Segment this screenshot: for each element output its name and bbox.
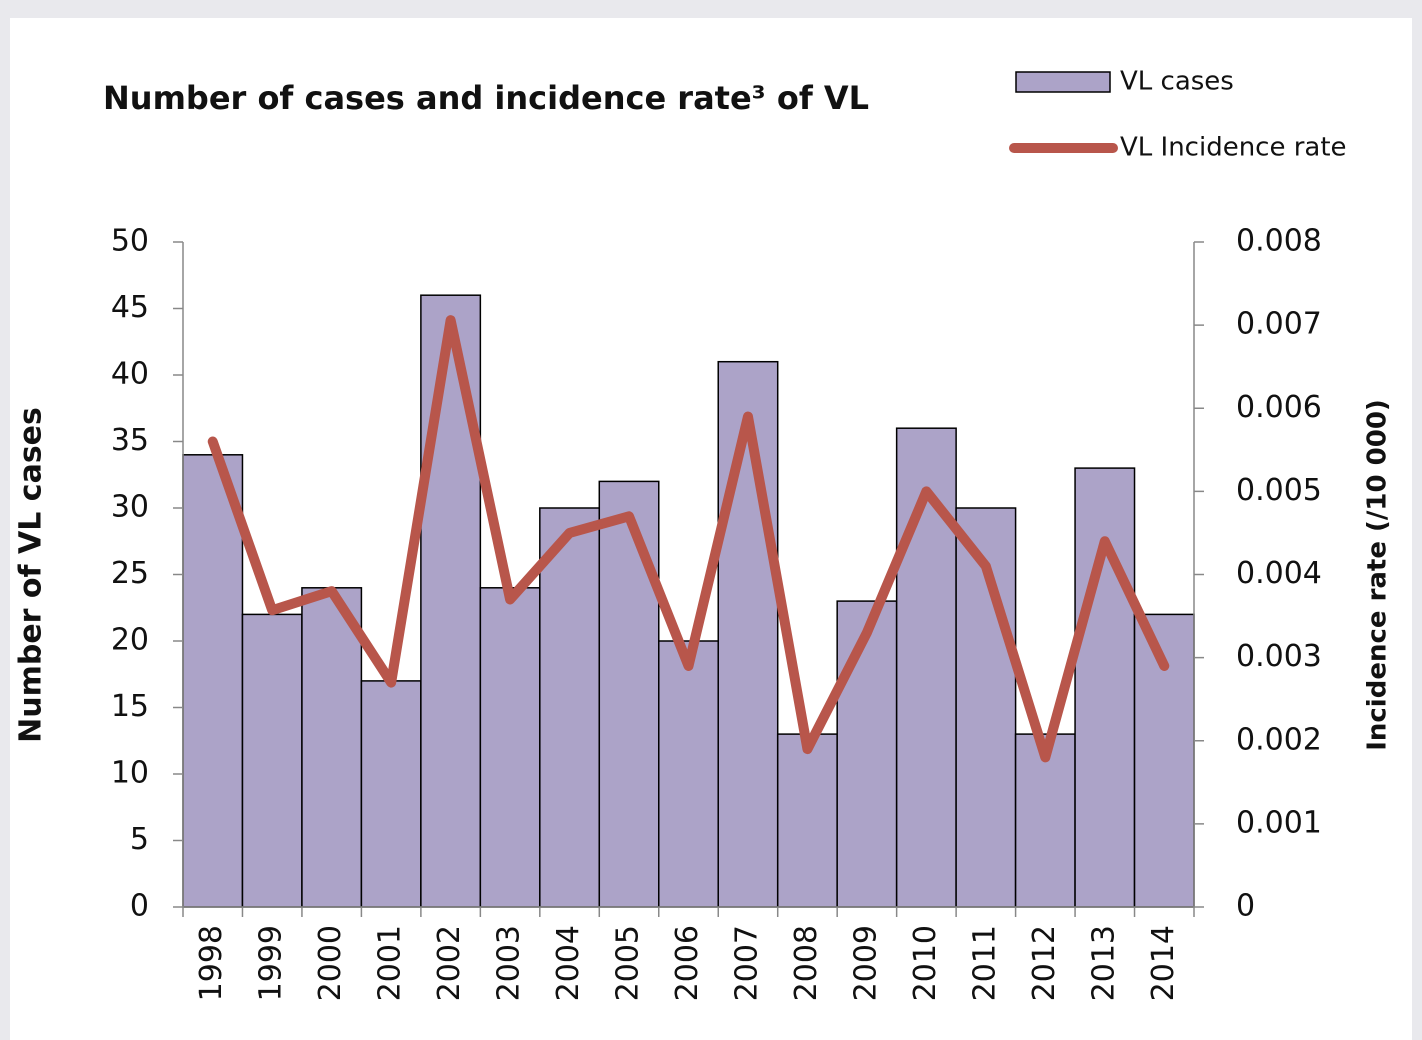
y-tick-label: 40 bbox=[111, 357, 149, 392]
x-tick-label: 2009 bbox=[848, 925, 883, 1001]
bar bbox=[895, 427, 957, 908]
y2-tick-label: 0.004 bbox=[1236, 556, 1322, 591]
y2-tick-label: 0.002 bbox=[1236, 722, 1322, 757]
y2-tick-label: 0.006 bbox=[1236, 390, 1322, 425]
x-tick-label: 2000 bbox=[313, 925, 348, 1001]
bar bbox=[182, 454, 244, 908]
x-tick-label: 2013 bbox=[1086, 925, 1121, 1001]
bar bbox=[479, 587, 541, 908]
x-tick-label: 2005 bbox=[611, 925, 646, 1001]
bar bbox=[776, 733, 838, 908]
bar bbox=[717, 360, 779, 908]
legend-label: VL Incidence rate bbox=[1120, 133, 1347, 163]
x-tick-label: 2012 bbox=[1027, 925, 1062, 1001]
x-tick-label: 2003 bbox=[492, 925, 527, 1001]
y-tick-label: 15 bbox=[111, 689, 149, 724]
y2-tick-label: 0.005 bbox=[1236, 473, 1322, 508]
bar bbox=[301, 587, 363, 908]
bar bbox=[836, 600, 898, 908]
x-tick-label: 1998 bbox=[194, 925, 229, 1001]
y-tick-label: 25 bbox=[111, 556, 149, 591]
bar bbox=[420, 294, 482, 908]
y2-tick-label: 0.003 bbox=[1236, 639, 1322, 674]
y-tick-label: 10 bbox=[111, 756, 149, 791]
x-tick-label: 2007 bbox=[729, 925, 764, 1001]
y-axis-label: Number of VL cases bbox=[14, 407, 49, 743]
y2-tick-label: 0.007 bbox=[1236, 307, 1322, 342]
legend-swatch bbox=[1015, 71, 1111, 93]
bar bbox=[658, 640, 719, 908]
y-tick-label: 35 bbox=[111, 423, 149, 458]
line bbox=[207, 315, 1170, 763]
y2-tick-label: 0 bbox=[1236, 889, 1255, 924]
y-tick-label: 5 bbox=[130, 822, 149, 857]
y2-axis-label: Incidence rate (/10 000) bbox=[1363, 399, 1393, 751]
y2-tick-label: 0.008 bbox=[1236, 224, 1322, 259]
y-tick-label: 0 bbox=[130, 889, 149, 924]
y-tick-label: 30 bbox=[111, 490, 149, 525]
x-tick-label: 2014 bbox=[1146, 925, 1181, 1001]
legend-label: VL cases bbox=[1120, 67, 1234, 97]
x-tick-label: 2010 bbox=[908, 925, 943, 1001]
x-tick-label: 2008 bbox=[789, 925, 824, 1001]
y2-tick-label: 0.001 bbox=[1236, 805, 1322, 840]
x-tick-label: 2004 bbox=[551, 925, 586, 1001]
bar bbox=[241, 613, 303, 908]
bar bbox=[1074, 467, 1136, 908]
bar bbox=[598, 480, 660, 908]
y-tick-label: 20 bbox=[111, 623, 149, 658]
x-tick-label: 1999 bbox=[254, 925, 289, 1001]
y-tick-label: 50 bbox=[111, 224, 149, 259]
x-tick-label: 2001 bbox=[373, 925, 408, 1001]
bar bbox=[539, 507, 601, 908]
bar bbox=[360, 680, 422, 908]
y-tick-label: 45 bbox=[111, 290, 149, 325]
x-tick-label: 2006 bbox=[670, 925, 705, 1001]
chart-title: Number of cases and incidence rate³ of V… bbox=[103, 79, 869, 117]
x-tick-label: 2002 bbox=[432, 925, 467, 1001]
x-tick-label: 2011 bbox=[967, 925, 1002, 1001]
